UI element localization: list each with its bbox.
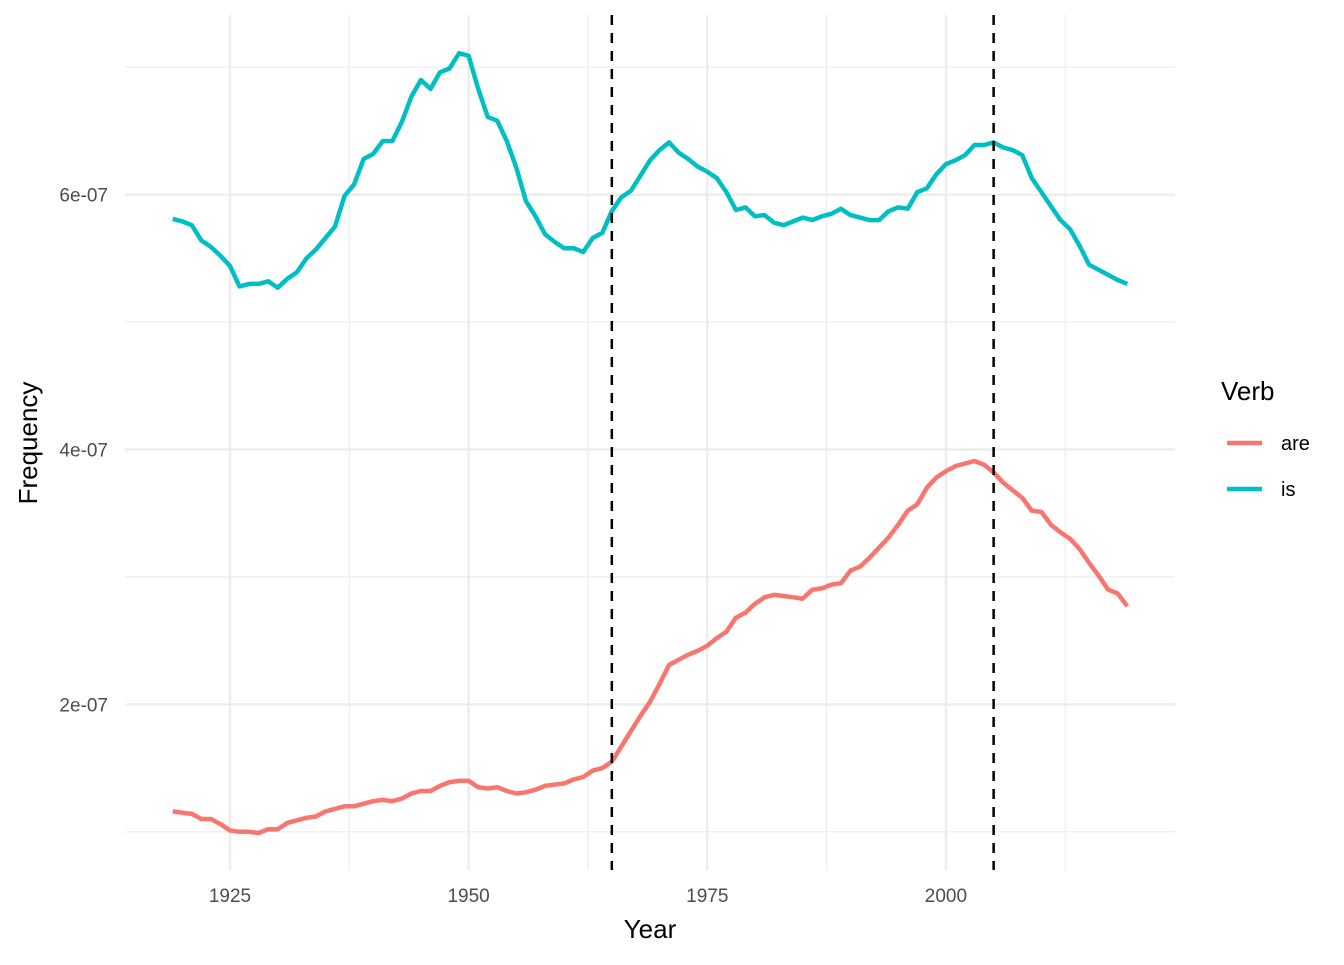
y-axis-label: Frequency: [13, 382, 43, 505]
legend-label-is: is: [1281, 479, 1295, 501]
x-tick-label: 1950: [447, 886, 489, 907]
y-tick-label: 2e-07: [59, 695, 108, 716]
x-axis-label: Year: [624, 914, 677, 944]
y-tick-label: 4e-07: [59, 441, 108, 462]
y-tick-label: 6e-07: [59, 186, 108, 207]
x-tick-label: 2000: [925, 886, 967, 907]
tick-labels: 2e-07 4e-07 6e-07 1925 1950 1975 2000: [59, 186, 967, 907]
series-line-is: [172, 50, 1129, 290]
series-lines: [172, 50, 1130, 836]
legend-label-are: are: [1281, 433, 1310, 455]
x-tick-label: 1975: [686, 886, 728, 907]
x-tick-label: 1925: [209, 886, 251, 907]
legend-title: Verb: [1221, 376, 1275, 406]
grid: [125, 15, 1175, 870]
legend: Verb are is: [1221, 376, 1310, 501]
series-line-are: [172, 458, 1130, 836]
